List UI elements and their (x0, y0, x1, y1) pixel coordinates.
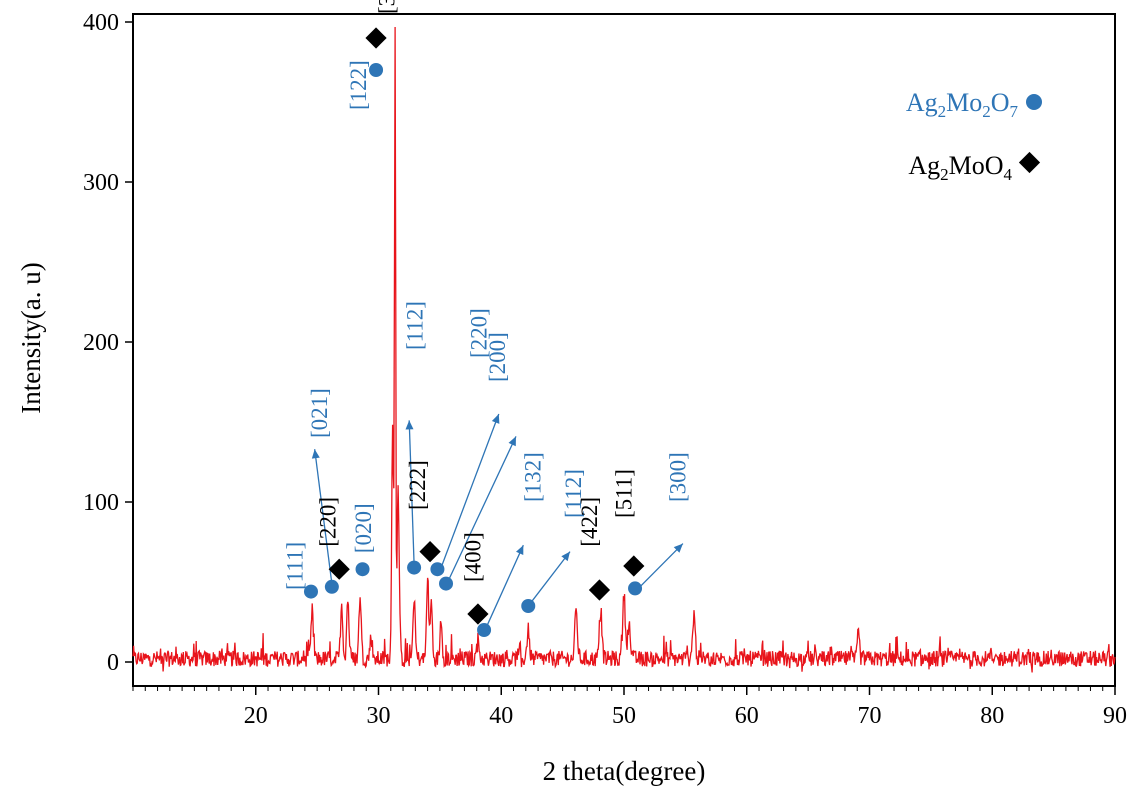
arrow-head (508, 436, 516, 447)
legend-entry-ag2moo4: Ag2MoO4 (908, 151, 1012, 184)
annotation-arrow (314, 449, 333, 584)
ag2mo2o7-circle-marker (430, 562, 445, 577)
ag2mo2o7-circle-marker (324, 579, 339, 594)
hkl-label: [300] (665, 452, 690, 502)
annotation-arrow (530, 551, 571, 604)
annotation-arrow (485, 544, 524, 628)
y-tick-label: 300 (83, 170, 119, 196)
ag2mo2o7-circle-marker (439, 576, 454, 591)
annotation-arrow (639, 543, 684, 588)
legend-entry-ag2mo2o7: Ag2Mo2O7 (906, 88, 1019, 121)
hkl-label: [400] (460, 532, 485, 582)
hkl-label: [112] (561, 469, 586, 518)
y-tick-label: 100 (83, 490, 119, 516)
hkl-label: [220] (467, 308, 492, 358)
arrow-head (311, 449, 320, 459)
y-tick-label: 0 (107, 650, 119, 676)
hkl-label: [111] (282, 542, 307, 590)
arrow-head (491, 414, 500, 424)
hkl-label: [122] (346, 60, 371, 110)
legend-circle-marker (1026, 94, 1042, 110)
ag2mo2o7-circle-marker (369, 63, 384, 77)
arrow-head (515, 545, 524, 556)
arrow-head (405, 420, 414, 430)
legend-diamond-marker (1018, 151, 1041, 174)
ag2mo2o7-circle-marker (303, 584, 318, 599)
hkl-label: [422] (577, 497, 602, 547)
x-tick-label: 90 (1103, 703, 1127, 729)
hkl-label: [020] (351, 503, 376, 553)
xrd-spectrum-line (132, 26, 1116, 673)
hkl-labels: [311] [122] [111] [021] [220] [020] [112] [222]… (282, 0, 690, 590)
x-minor-ticks (132, 686, 1116, 691)
x-axis-title: 2 theta(degree) (543, 756, 706, 786)
x-tick-label: 50 (612, 703, 636, 729)
ag2moo4-diamond-marker (623, 555, 645, 577)
annotation-arrow (440, 413, 500, 568)
y-axis-title: Intensity(a. u) (16, 262, 46, 413)
ag2mo2o7-circle-marker (477, 623, 492, 637)
y-tick-label: 400 (83, 10, 119, 36)
hkl-label: [200] (485, 332, 510, 382)
ag2moo4-diamond-marker (365, 27, 387, 49)
x-tick-label: 20 (244, 703, 268, 729)
hkl-label: [021] (307, 388, 332, 438)
annotation-arrow (408, 420, 415, 565)
x-axis-ticks: 20 30 40 50 60 70 80 90 (244, 686, 1127, 729)
phase-markers (303, 27, 645, 637)
hkl-label: [112] (403, 301, 428, 350)
ag2moo4-diamond-marker (419, 540, 441, 563)
ag2mo2o7-circle-marker (521, 599, 536, 613)
ag2mo2o7-circle-marker (355, 562, 370, 577)
hkl-label: [311] (374, 0, 399, 14)
arrow-head (673, 543, 683, 553)
hkl-label: [222] (405, 460, 430, 510)
hkl-label: [220] (316, 497, 341, 547)
ag2moo4-diamond-marker (467, 603, 489, 625)
x-tick-label: 80 (980, 703, 1004, 729)
x-tick-label: 40 (489, 703, 513, 729)
y-axis-ticks: 0 100 200 300 400 (83, 10, 133, 676)
annotation-arrows (311, 413, 684, 628)
ag2mo2o7-circle-marker (407, 560, 422, 575)
ag2moo4-diamond-marker (588, 579, 611, 601)
hkl-label: [132] (521, 452, 546, 502)
ag2moo4-diamond-marker (328, 558, 350, 580)
hkl-label: [511] (611, 469, 636, 518)
ag2mo2o7-circle-marker (628, 581, 643, 596)
x-tick-label: 60 (735, 703, 759, 729)
x-tick-label: 30 (367, 703, 391, 729)
legend: Ag2Mo2O7 Ag2MoO4 (906, 88, 1042, 184)
x-tick-label: 70 (858, 703, 882, 729)
y-tick-label: 200 (83, 330, 119, 356)
arrow-head (561, 551, 570, 562)
annotation-arrow (447, 436, 517, 581)
